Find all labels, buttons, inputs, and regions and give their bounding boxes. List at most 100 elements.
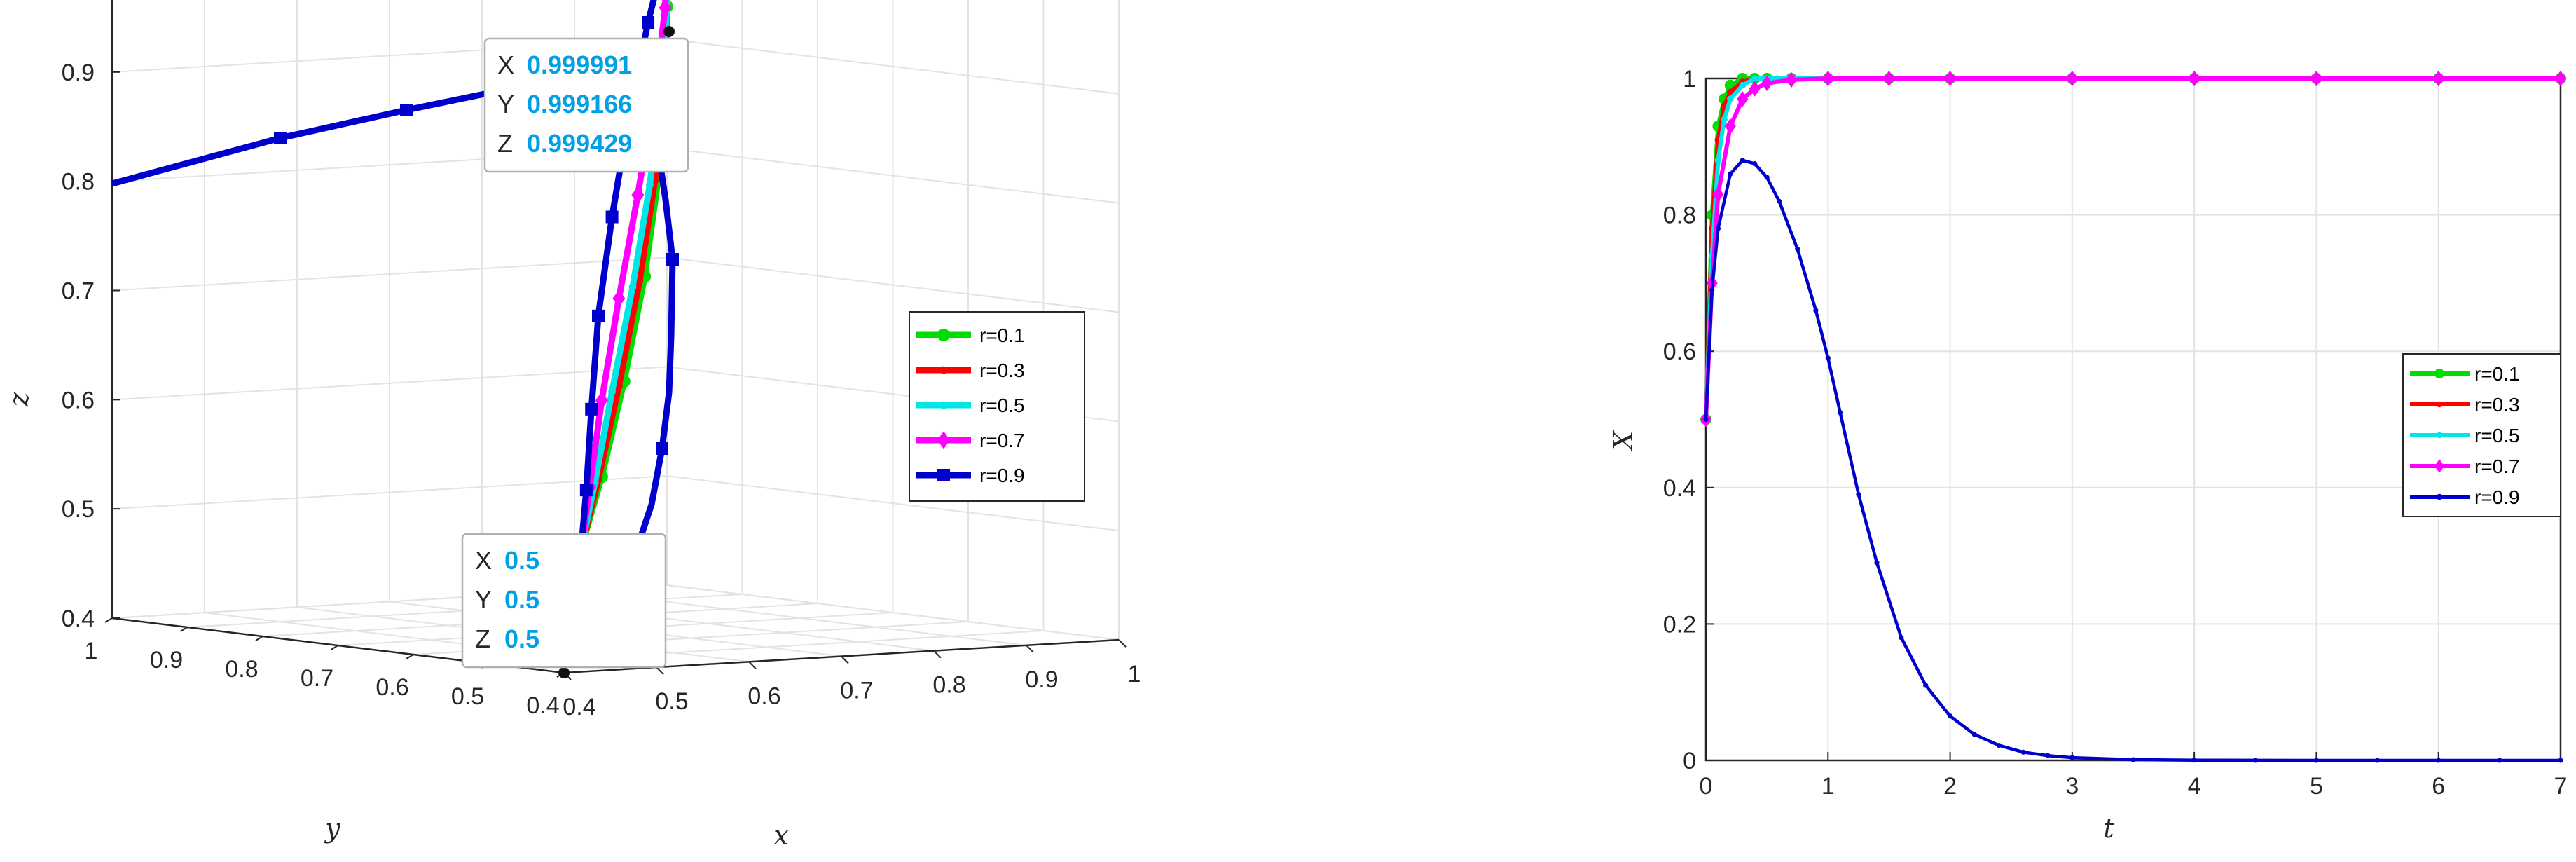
y-tick-label: 0 [1683,748,1696,774]
y-tick-mark [255,636,263,641]
series-marker [1838,410,1843,416]
y-tick-mark [406,654,414,659]
z-tick-label: 0.8 [62,169,95,196]
datatip-top-value: 0.999991 [527,50,632,79]
series-marker [1714,156,1722,164]
legend-label: r=0.9 [979,465,1025,486]
series-marker [635,277,644,285]
datatip-top-label: Y [497,90,514,118]
x-tick-label: 2 [1943,773,1957,800]
series-marker [2310,70,2322,87]
datatip-origin-value: 0.5 [504,585,539,614]
x-tick-label: 0.5 [655,688,688,715]
series-marker [2555,70,2566,87]
y-tick-label: 0.8 [1663,203,1696,229]
series-marker [1739,81,1747,89]
series-marker [2497,758,2502,763]
series-marker [2189,70,2200,87]
series-marker [1712,186,1724,203]
legend-label: r=0.9 [2474,486,2520,508]
series-marker [1752,161,1758,167]
y-axis-label: y [324,813,340,844]
x-tick-label: 1 [1128,661,1141,687]
y-tick-label: 1 [85,638,98,664]
legend-label: r=0.7 [2474,456,2520,477]
y-tick-label: 0.8 [225,656,258,683]
x-tick-mark [841,655,849,664]
z-tick-label: 0.7 [62,278,95,305]
datatip-top-value: 0.999166 [527,90,632,118]
series-marker [1715,226,1721,231]
series-marker [628,282,637,291]
legend-marker [2436,493,2443,500]
x-tick-mark [656,666,664,675]
series-marker [1761,75,1773,92]
series-marker [2558,758,2563,763]
x-tick-label: 6 [2432,773,2445,800]
datatip-origin-label: Y [475,585,492,614]
series-marker [612,289,626,308]
y-tick-label: 0.6 [376,674,408,701]
y-tick-label: 0.9 [150,647,183,673]
series-marker [1795,246,1800,252]
datatip-origin-value: 0.5 [504,624,539,653]
series-marker [1923,683,1929,688]
legend-label: r=0.5 [979,395,1025,416]
series-marker [1737,90,1749,107]
series-marker [2045,753,2051,758]
x-tick-label: 0.7 [840,678,873,704]
series-marker [1724,118,1736,135]
y-tick-label: 0.4 [526,692,559,719]
x-tick-label: 3 [2065,773,2079,800]
x-tick-label: 1 [1821,773,1835,800]
series-marker [1727,88,1734,96]
series-marker [1899,635,1904,641]
x-tick-label: 5 [2310,773,2323,800]
legend-box [2402,353,2561,517]
legend-label: r=0.5 [2474,425,2520,446]
datatip-origin-label: X [475,546,492,575]
series-marker [2374,758,2381,763]
series-marker [1740,158,1745,163]
x-tick-label: 0.6 [748,683,780,709]
datatip-top-label: X [497,50,514,79]
datatip-point [663,26,675,37]
series-marker [1786,71,1797,88]
x-tick-label: 4 [2188,773,2201,800]
x-tick-label: 0 [1700,773,1713,800]
series-marker [1971,732,1978,737]
series-marker [1883,70,1895,87]
series-marker [1728,171,1733,177]
series-marker [1944,70,1956,87]
legend-label: r=0.1 [979,324,1025,346]
series-marker [2066,70,2078,87]
z-tick-label: 0.6 [62,387,95,413]
series-marker [2436,758,2441,763]
datatip-top-label: Z [497,129,513,158]
series-marker [2252,758,2258,763]
series-marker [592,309,605,322]
series-marker [2130,757,2136,762]
series-marker [1721,116,1728,123]
series-marker [1727,95,1734,102]
x-tick-label: 0.4 [563,694,595,720]
y-tick-label: 0.2 [1663,611,1696,638]
series-marker [1751,75,1758,82]
legend-marker [939,401,948,409]
series-marker [579,484,593,497]
x-axis-label: t [2103,813,2114,844]
chart-3d: 0.40.40.40.50.50.50.60.60.60.70.70.70.80… [4,0,1141,851]
series-marker [659,0,672,17]
series-marker [1749,81,1761,97]
series-marker [642,16,655,29]
series-marker [1874,560,1880,566]
series-marker [1856,491,1861,498]
legend-marker [939,366,948,374]
series-marker [1996,742,2002,748]
legend-label: r=0.3 [979,360,1025,381]
y-tick-label: 0.7 [301,665,333,692]
legend-label: r=0.1 [2474,363,2520,385]
z-axis-label: z [4,392,34,407]
legend-marker [937,431,950,449]
